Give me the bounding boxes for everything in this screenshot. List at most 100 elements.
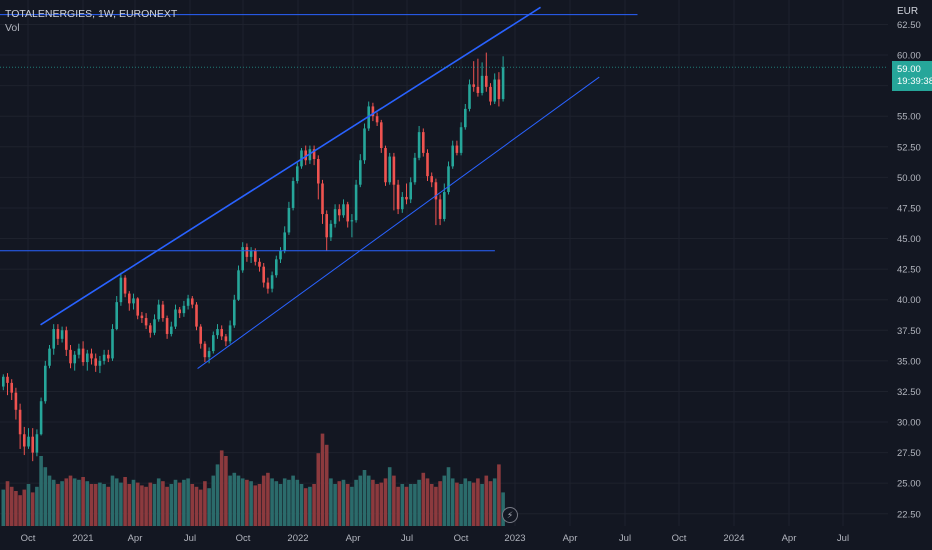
volume-bar: [198, 489, 203, 526]
volume-bar: [161, 481, 165, 526]
x-tick-label: Apr: [346, 533, 361, 544]
candle-body: [178, 309, 181, 314]
volume-bar: [14, 491, 18, 526]
x-tick-label: 2024: [723, 533, 744, 544]
volume-bar: [85, 481, 90, 526]
candle-body: [371, 106, 375, 117]
candle-body: [329, 223, 333, 238]
volume-bar: [165, 486, 169, 526]
volume-bar: [106, 486, 111, 526]
volume-bar: [224, 456, 228, 526]
candle-body: [447, 166, 450, 193]
volume-bar: [455, 482, 459, 526]
volume-bar: [127, 484, 132, 526]
candle-body: [119, 277, 123, 303]
volume-bar: [299, 484, 304, 526]
candle-body: [157, 304, 160, 320]
volume-bar: [341, 479, 346, 526]
volume-bar: [492, 478, 497, 526]
volume-bar: [345, 484, 350, 526]
candle-body: [153, 319, 156, 333]
volume-bar: [434, 486, 438, 526]
candle-body: [480, 75, 484, 93]
volume-bar: [476, 478, 480, 526]
candle-body: [333, 209, 337, 224]
volume-bar: [303, 488, 308, 526]
candle-body: [233, 299, 236, 326]
volume-bar: [228, 475, 232, 526]
y-tick-label: 35.00: [897, 356, 921, 367]
candle-body: [472, 84, 475, 87]
volume-bar: [333, 484, 337, 526]
volume-bar: [140, 485, 144, 526]
y-tick-label: 27.50: [897, 448, 921, 459]
volume-bar: [337, 481, 342, 526]
candle-body: [485, 75, 488, 87]
candle-body: [115, 302, 118, 330]
volume-bar: [64, 478, 69, 526]
upper-channel-line: [40, 6, 541, 326]
volume-bar: [215, 464, 220, 526]
candle-body: [98, 360, 102, 366]
volume-bar: [219, 450, 224, 526]
volume-bar: [329, 478, 333, 526]
candle-body: [476, 86, 480, 93]
symbol-label[interactable]: TOTALENERGIES, 1W, EURONEXT: [5, 8, 178, 20]
volume-bar: [98, 482, 102, 526]
volume-bar: [236, 475, 241, 526]
candle-body: [90, 353, 93, 359]
candle-body: [60, 330, 64, 339]
volume-bar: [270, 478, 274, 526]
candle-body: [426, 152, 429, 177]
bar-countdown: 19:39:38: [897, 76, 932, 87]
volume-bar: [68, 475, 73, 526]
candle-body: [308, 149, 312, 161]
volume-bar: [30, 492, 35, 526]
volume-label[interactable]: Vol: [5, 22, 20, 34]
volume-bar: [203, 481, 207, 526]
volume-bar: [324, 444, 329, 526]
volume-bar: [488, 481, 493, 526]
candle-body: [325, 214, 328, 238]
y-tick-label: 52.50: [897, 142, 921, 153]
candle-body: [304, 150, 307, 161]
lightning-icon[interactable]: ⚡: [502, 507, 518, 523]
candle-body: [195, 304, 198, 327]
volume-bar: [211, 475, 216, 526]
candle-body: [149, 325, 152, 333]
candle-body: [128, 293, 131, 304]
volume-bar: [148, 482, 153, 526]
candle-body: [77, 348, 81, 355]
chart-legend: TOTALENERGIES, 1W, EURONEXT Vol: [5, 7, 177, 35]
volume-bar: [245, 479, 249, 526]
volume-bar: [400, 484, 405, 526]
volume-bar: [425, 478, 430, 526]
volume-bar: [169, 484, 174, 526]
volume-bar: [274, 481, 279, 526]
candle-body: [275, 259, 278, 276]
candle-body: [191, 298, 194, 305]
y-tick-label: 40.00: [897, 295, 921, 306]
volume-bar: [135, 482, 140, 526]
candle-body: [413, 157, 417, 183]
candle-body: [237, 270, 240, 300]
candle-body: [359, 160, 362, 185]
volume-bar: [9, 486, 14, 526]
y-tick-label: 42.50: [897, 265, 921, 276]
x-tick-label: Jul: [401, 533, 413, 544]
volume-bar: [123, 477, 127, 526]
x-tick-label: Oct: [672, 533, 687, 544]
candle-body: [228, 325, 232, 342]
candle-body: [35, 434, 39, 453]
volume-bar: [89, 484, 94, 526]
candle-body: [388, 156, 391, 183]
volume-bar: [253, 485, 258, 526]
x-tick-label: Oct: [236, 533, 251, 544]
candle-body: [86, 353, 89, 363]
candle-body: [464, 108, 467, 128]
candle-body: [249, 250, 253, 257]
candle-body: [296, 166, 299, 182]
volume-bar: [295, 479, 300, 526]
volume-bar: [450, 478, 455, 526]
